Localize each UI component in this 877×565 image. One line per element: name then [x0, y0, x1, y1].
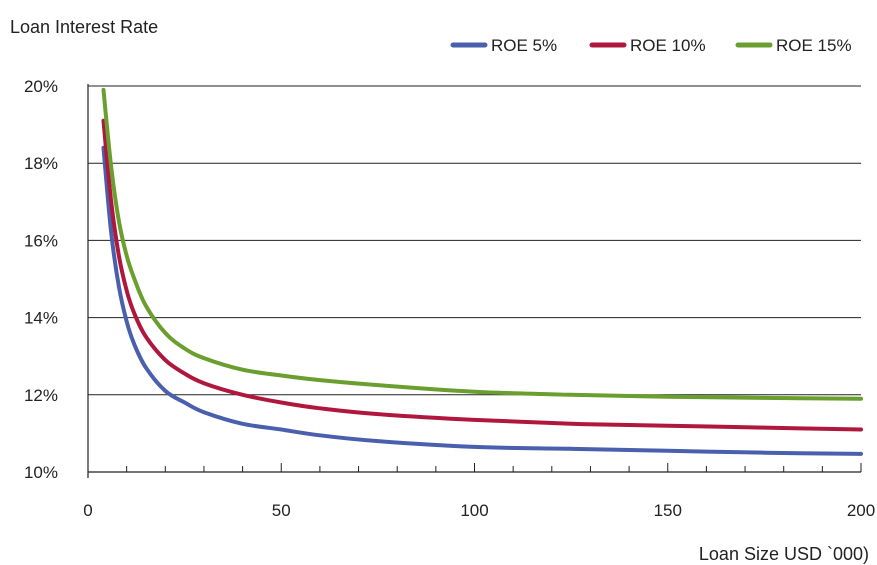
y-tick-label: 10%: [24, 463, 58, 482]
x-axis-label: Loan Size USD `000): [699, 544, 869, 564]
legend-label: ROE 10%: [630, 36, 706, 55]
y-tick-label: 12%: [24, 386, 58, 405]
x-tick-label: 200: [847, 501, 875, 520]
x-tick-label: 50: [272, 501, 291, 520]
x-tick-label: 150: [654, 501, 682, 520]
y-axis-label: Loan Interest Rate: [10, 17, 158, 37]
y-tick-label: 14%: [24, 309, 58, 328]
legend-label: ROE 5%: [491, 36, 557, 55]
series-line-1: [101, 145, 863, 456]
y-tick-label: 18%: [24, 154, 58, 173]
legend: ROE 5% ROE 10% ROE 15%: [450, 36, 852, 55]
y-tick-label: 16%: [24, 231, 58, 250]
series-line-3: [101, 87, 863, 401]
x-tick-label: 0: [83, 501, 92, 520]
legend-label: ROE 15%: [776, 36, 852, 55]
y-tick-label: 20%: [24, 77, 58, 96]
series-line-2: [101, 118, 863, 432]
axes: [87, 84, 862, 478]
tick-labels: 10% 12% 14% 16% 18% 20% 0 50 100 150 200: [24, 77, 875, 520]
x-tick-label: 100: [460, 501, 488, 520]
series-lines: [101, 87, 863, 456]
gridlines: [88, 85, 861, 396]
